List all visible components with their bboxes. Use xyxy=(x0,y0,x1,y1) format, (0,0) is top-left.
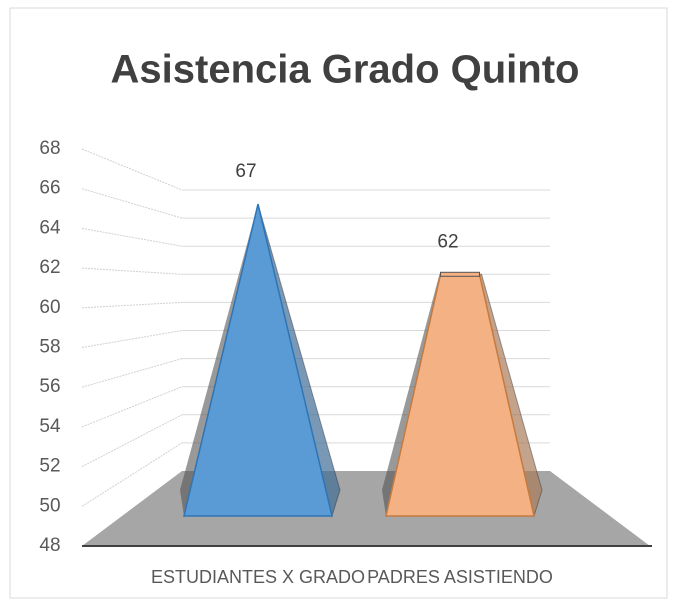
grid-line xyxy=(81,267,183,275)
grid-line xyxy=(81,414,183,468)
x-tick-label: ESTUDIANTES X GRADO xyxy=(151,567,365,587)
y-tick-label: 50 xyxy=(39,495,60,516)
y-tick-label: 62 xyxy=(39,257,60,278)
grid-line xyxy=(81,227,183,247)
grid-line xyxy=(81,188,183,219)
data-label: 67 xyxy=(235,161,256,182)
grid-line xyxy=(81,358,183,388)
bar xyxy=(180,203,341,518)
grid-line xyxy=(81,301,183,309)
y-tick-label: 54 xyxy=(39,416,61,437)
bar xyxy=(382,271,543,518)
y-tick-label: 68 xyxy=(39,138,60,159)
data-label: 62 xyxy=(437,231,458,252)
grid-line xyxy=(81,330,183,348)
bar-left-side xyxy=(382,274,441,516)
y-tick-label: 52 xyxy=(39,456,60,477)
y-tick-label: 56 xyxy=(39,376,60,397)
bar-front xyxy=(183,203,333,517)
bar-top xyxy=(440,271,480,277)
y-tick-label: 64 xyxy=(39,217,61,238)
bar-left-side xyxy=(180,204,258,517)
y-tick-label: 66 xyxy=(39,178,60,199)
y-tick-label: 60 xyxy=(39,297,60,318)
grid-line xyxy=(81,442,183,507)
floor xyxy=(82,471,650,546)
grid-line xyxy=(81,148,183,191)
y-tick-label: 58 xyxy=(39,337,60,358)
chart-title: Asistencia Grado Quinto xyxy=(111,48,580,92)
x-tick-label: PADRES ASISTIENDO xyxy=(367,567,553,587)
y-tick-label: 48 xyxy=(39,535,60,556)
